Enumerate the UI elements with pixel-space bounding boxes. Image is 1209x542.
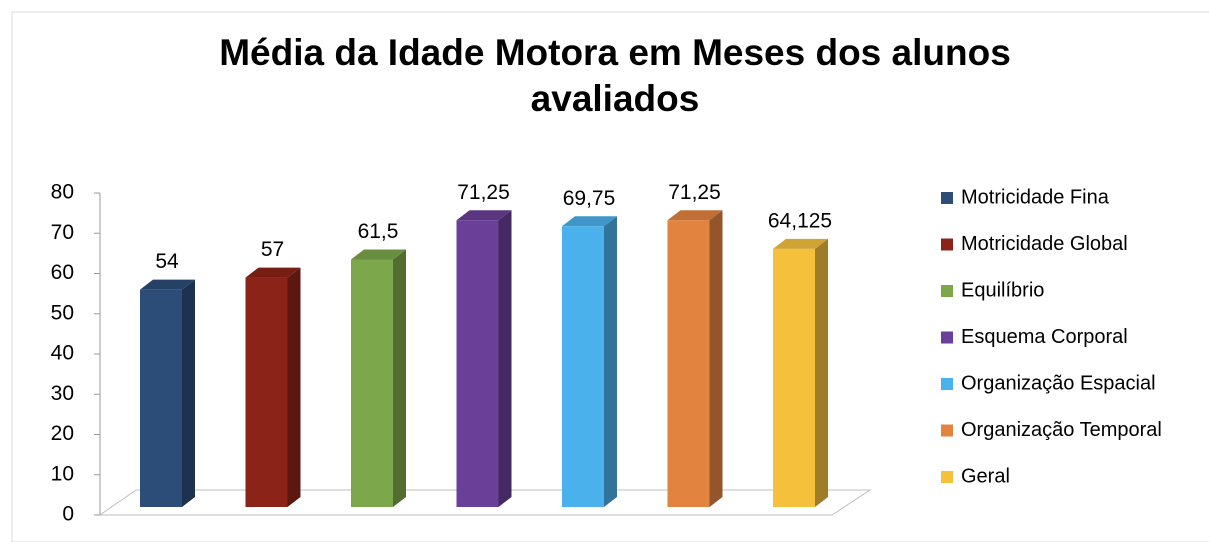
y-tick-label: 70 bbox=[51, 221, 74, 244]
value-label: 57 bbox=[261, 238, 284, 261]
legend-label: Esquema Corporal bbox=[961, 326, 1128, 348]
legend-swatch bbox=[941, 471, 953, 483]
value-label: 64,125 bbox=[768, 209, 832, 232]
legend-swatch bbox=[941, 331, 953, 344]
value-label: 69,75 bbox=[563, 187, 616, 210]
legend-label: Geral bbox=[961, 465, 1010, 487]
bar bbox=[456, 220, 499, 507]
y-tick-label: 10 bbox=[51, 462, 74, 485]
legend-label: Organização Espacial bbox=[961, 372, 1156, 394]
legend-label: Organização Temporal bbox=[961, 419, 1162, 441]
y-tick-label: 30 bbox=[51, 382, 74, 405]
legend-swatch bbox=[941, 424, 953, 437]
chart-title: Média da Idade Motora em Meses dos aluno… bbox=[219, 32, 1011, 119]
bar-top bbox=[773, 238, 828, 249]
y-tick-label: 20 bbox=[51, 422, 74, 445]
bar-top bbox=[140, 279, 195, 290]
bar-top bbox=[351, 249, 406, 260]
legend-swatch bbox=[941, 192, 953, 204]
bar-side bbox=[604, 216, 617, 507]
value-label: 61,5 bbox=[358, 220, 399, 243]
value-label: 71,25 bbox=[457, 181, 510, 204]
legend-label: Motricidade Global bbox=[961, 233, 1128, 255]
legend-swatch bbox=[941, 238, 953, 251]
bar-side bbox=[709, 210, 723, 507]
bar-side bbox=[393, 249, 406, 507]
y-tick-label: 40 bbox=[51, 342, 74, 365]
y-tick-label: 60 bbox=[51, 261, 74, 284]
legend-label: Equilíbrio bbox=[961, 279, 1044, 301]
bar bbox=[140, 289, 182, 507]
bar bbox=[562, 226, 604, 507]
y-tick-label: 0 bbox=[62, 503, 74, 526]
bar-side bbox=[287, 267, 301, 507]
value-label: 71,25 bbox=[668, 181, 721, 204]
bar bbox=[773, 248, 815, 507]
bar-side bbox=[498, 210, 512, 507]
bar bbox=[245, 277, 288, 507]
legend-label: Motricidade Fina bbox=[961, 186, 1110, 208]
bar-top bbox=[562, 216, 617, 227]
bar-side bbox=[815, 238, 828, 507]
bar-side bbox=[182, 279, 195, 507]
bar-top bbox=[667, 210, 723, 221]
y-tick-label: 80 bbox=[51, 181, 74, 204]
bar-top bbox=[456, 210, 512, 221]
value-label: 54 bbox=[155, 250, 179, 273]
legend-swatch bbox=[941, 378, 953, 390]
legend-swatch bbox=[941, 285, 953, 297]
chart-border bbox=[11, 11, 1209, 542]
y-tick-label: 50 bbox=[51, 301, 74, 324]
bar-top bbox=[245, 267, 301, 278]
bar bbox=[351, 259, 393, 507]
bar bbox=[667, 220, 710, 507]
